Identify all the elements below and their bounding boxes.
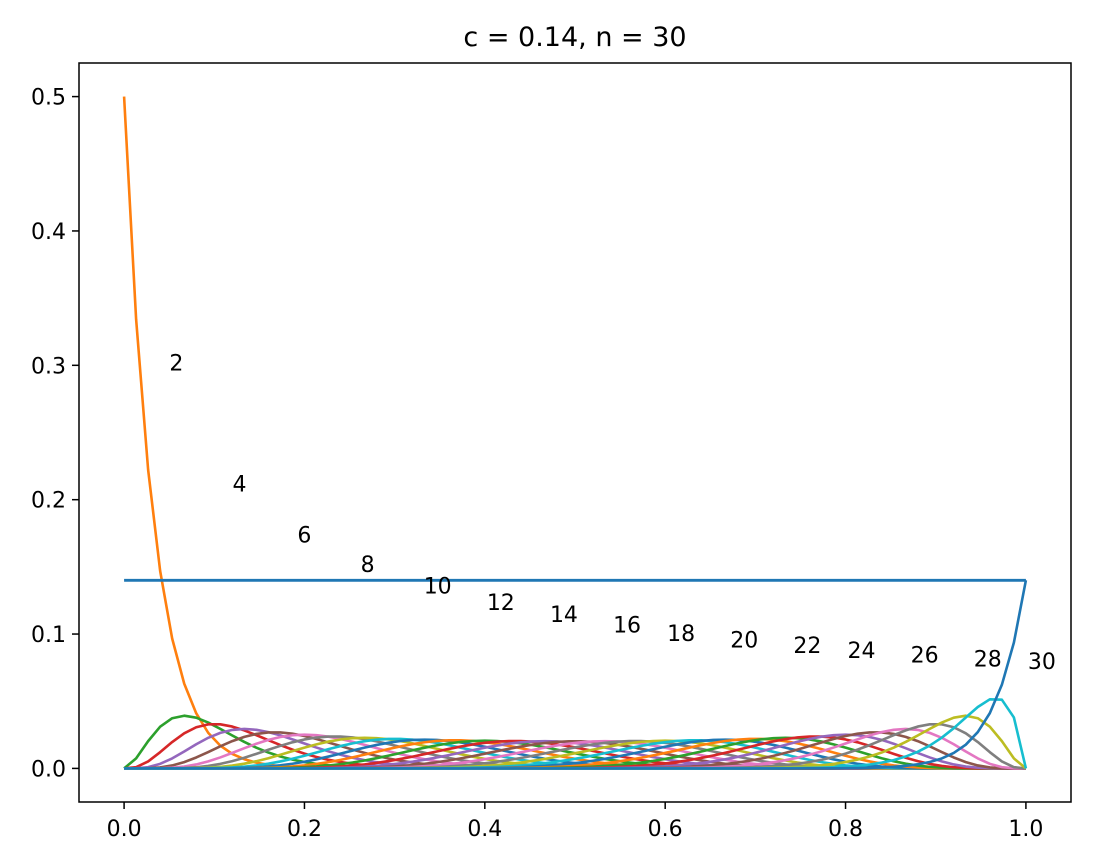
curve-label-20: 20 [730,628,758,653]
y-tick-label: 0.5 [31,86,66,111]
x-tick-label: 0.0 [107,817,142,842]
y-tick-label: 0.4 [31,220,66,245]
x-tick-label: 0.4 [467,817,502,842]
curve-label-8: 8 [361,553,375,578]
series-line-30 [124,580,1028,770]
y-tick-label: 0.3 [31,354,66,379]
x-tick-label: 0.2 [287,817,322,842]
x-tick-label: 0.6 [648,817,683,842]
curve-label-2: 2 [169,352,183,377]
curve-label-12: 12 [487,591,515,616]
curve-label-30: 30 [1028,650,1056,675]
curve-label-14: 14 [550,603,578,628]
x-axis: 0.0 0.2 0.4 0.6 0.8 1.0 [107,802,1043,842]
curve-label-26: 26 [911,643,939,668]
series-group [122,96,1028,770]
curve-label-28: 28 [974,647,1002,672]
curve-label-18: 18 [667,622,695,647]
y-tick-label: 0.2 [31,489,66,514]
y-tick-label: 0.1 [31,623,66,648]
curve-label-16: 16 [613,614,641,639]
curve-label-4: 4 [233,473,247,498]
x-tick-label: 0.8 [828,817,863,842]
curve-label-10: 10 [424,575,452,600]
y-axis: 0.0 0.1 0.2 0.3 0.4 0.5 [31,86,79,782]
curve-label-6: 6 [297,524,311,549]
curve-label-22: 22 [793,634,821,659]
x-tick-label: 1.0 [1008,817,1043,842]
y-tick-label: 0.0 [31,757,66,782]
plot-frame [78,62,1072,803]
curve-label-24: 24 [848,639,876,664]
chart-title: c = 0.14, n = 30 [463,22,686,53]
